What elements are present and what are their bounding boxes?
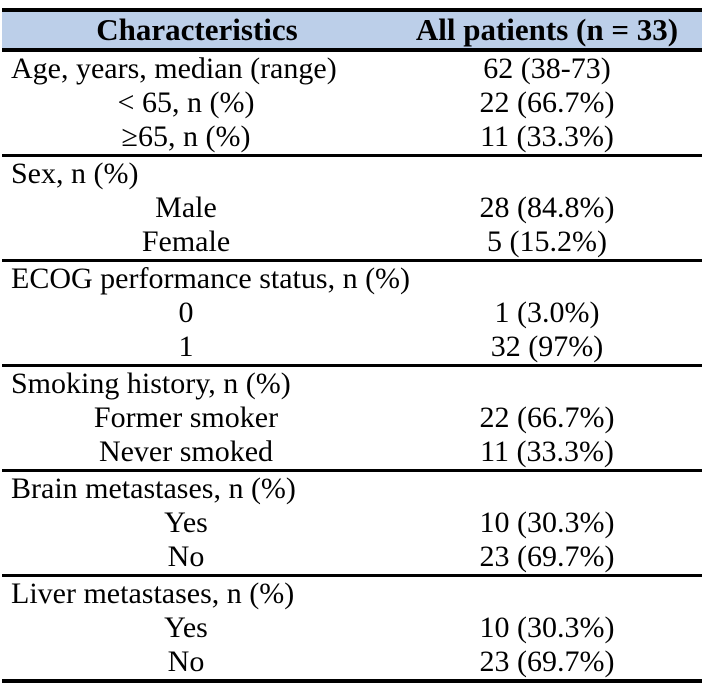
row-label: Male — [155, 191, 217, 224]
row-liver-yes: Yes 10 (30.3%) — [2, 611, 702, 645]
row-label: Yes — [164, 611, 208, 644]
row-value: 1 (3.0%) — [494, 296, 600, 329]
row-smoking-former: Former smoker 22 (66.7%) — [2, 401, 702, 435]
row-label: < 65, n (%) — [117, 86, 255, 119]
row-label: Liver metastases, n (%) — [11, 577, 295, 610]
row-label: Smoking history, n (%) — [11, 367, 291, 400]
row-age-65-plus: ≥65, n (%) 11 (33.3%) — [2, 120, 702, 157]
row-value — [392, 156, 702, 192]
row-label: Yes — [164, 506, 208, 539]
row-value: 10 (30.3%) — [479, 611, 615, 644]
row-brain-yes: Yes 10 (30.3%) — [2, 506, 702, 540]
col-header-characteristics: Characteristics — [2, 10, 392, 52]
row-label: Never smoked — [2, 435, 392, 472]
row-value: 10 (30.3%) — [479, 506, 615, 539]
row-age-median: Age, years, median (range) 62 (38-73) — [2, 50, 702, 86]
row-value — [392, 471, 702, 507]
row-label: Former smoker — [93, 401, 279, 434]
row-liver-no: No 23 (69.7%) — [2, 645, 702, 681]
row-value — [392, 366, 702, 402]
row-value — [392, 576, 702, 612]
patient-characteristics-section: Characteristics All patients (n = 33) Ag… — [2, 8, 702, 683]
row-brain-no: No 23 (69.7%) — [2, 540, 702, 577]
row-label: Age, years, median (range) — [11, 52, 337, 85]
row-label: ECOG performance status, n (%) — [11, 262, 411, 295]
row-label: 0 — [178, 296, 194, 329]
row-sex: Sex, n (%) — [2, 156, 702, 192]
row-value: 5 (15.2%) — [392, 225, 702, 262]
row-value: 23 (69.7%) — [392, 540, 702, 577]
row-value: 11 (33.3%) — [392, 435, 702, 472]
row-value — [392, 261, 702, 297]
row-value: 11 (33.3%) — [392, 120, 702, 157]
row-value: 23 (69.7%) — [479, 645, 615, 678]
patient-characteristics-table: Characteristics All patients (n = 33) Ag… — [2, 8, 702, 683]
row-label: 1 — [2, 330, 392, 367]
row-sex-female: Female 5 (15.2%) — [2, 225, 702, 262]
row-ecog-1: 1 32 (97%) — [2, 330, 702, 367]
row-value: 22 (66.7%) — [479, 401, 615, 434]
row-liver-metastases: Liver metastases, n (%) — [2, 576, 702, 612]
row-label: ≥65, n (%) — [2, 120, 392, 157]
row-label: No — [2, 540, 392, 577]
col-header-all-patients: All patients (n = 33) — [392, 10, 702, 52]
row-smoking-never: Never smoked 11 (33.3%) — [2, 435, 702, 472]
row-ecog: ECOG performance status, n (%) — [2, 261, 702, 297]
row-brain-metastases: Brain metastases, n (%) — [2, 471, 702, 507]
row-value: 32 (97%) — [392, 330, 702, 367]
row-smoking: Smoking history, n (%) — [2, 366, 702, 402]
row-label: Female — [2, 225, 392, 262]
row-value: 62 (38-73) — [483, 52, 611, 85]
row-label: No — [167, 645, 205, 678]
row-age-under-65: < 65, n (%) 22 (66.7%) — [2, 86, 702, 120]
row-label: Brain metastases, n (%) — [11, 472, 296, 505]
row-value: 28 (84.8%) — [479, 191, 615, 224]
row-ecog-0: 0 1 (3.0%) — [2, 296, 702, 330]
row-value: 22 (66.7%) — [479, 86, 615, 119]
row-sex-male: Male 28 (84.8%) — [2, 191, 702, 225]
table-header-row: Characteristics All patients (n = 33) — [2, 10, 702, 52]
row-label: Sex, n (%) — [11, 157, 139, 190]
